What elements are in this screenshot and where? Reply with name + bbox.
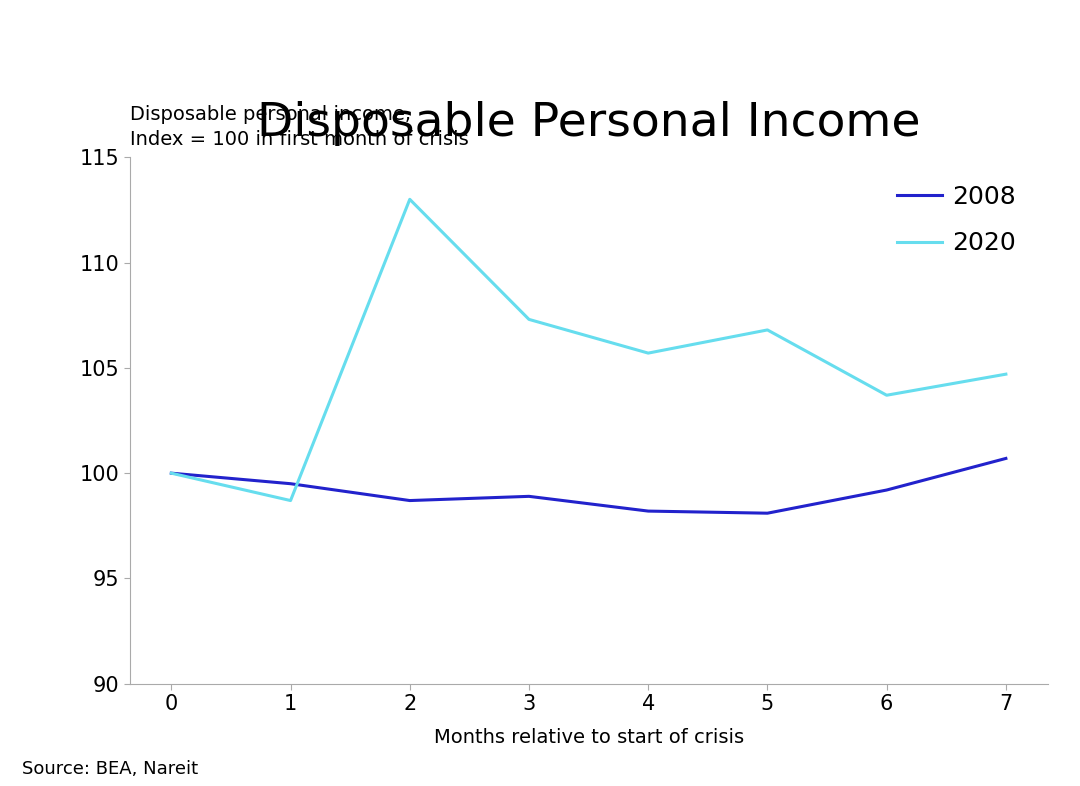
2020: [523, 314, 536, 324]
2020: [165, 468, 178, 478]
X-axis label: Months relative to start of crisis: Months relative to start of crisis: [433, 728, 744, 747]
Line: 2008: 2008: [172, 458, 1005, 513]
2008: [165, 468, 178, 478]
Title: Disposable Personal Income: Disposable Personal Income: [257, 101, 920, 146]
2008: [403, 496, 416, 505]
Legend: 2008, 2020: 2008, 2020: [887, 175, 1026, 266]
2020: [999, 369, 1012, 379]
2020: [880, 391, 893, 400]
2008: [999, 454, 1012, 463]
2020: [284, 496, 297, 505]
2008: [761, 509, 774, 518]
2020: [403, 195, 416, 204]
Text: Disposable personal income,
Index = 100 in first month of crisis: Disposable personal income, Index = 100 …: [130, 105, 469, 149]
2008: [523, 491, 536, 501]
Text: Source: BEA, Nareit: Source: BEA, Nareit: [22, 760, 198, 778]
2020: [761, 325, 774, 335]
2020: [642, 348, 654, 358]
2008: [284, 479, 297, 488]
2008: [880, 485, 893, 494]
Line: 2020: 2020: [172, 200, 1005, 501]
2008: [642, 506, 654, 516]
